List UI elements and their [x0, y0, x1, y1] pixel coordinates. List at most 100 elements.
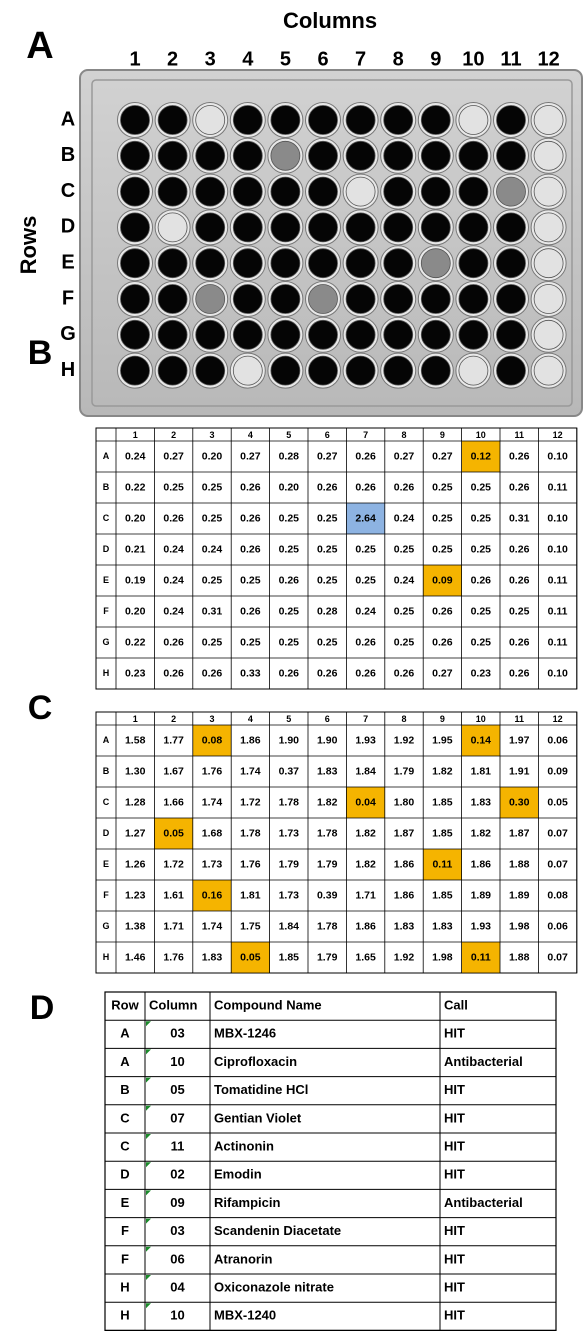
row-label: G	[60, 323, 76, 345]
well	[421, 249, 450, 278]
cell: 1.27	[125, 827, 146, 839]
table-cell: HIT	[444, 1026, 465, 1041]
well	[196, 141, 225, 170]
table-header: Call	[444, 998, 468, 1013]
cell: 0.26	[317, 667, 338, 679]
column-header: 4	[248, 430, 253, 440]
well	[497, 177, 526, 206]
row-header: D	[103, 544, 110, 554]
cell: 0.20	[125, 512, 146, 524]
column-header: 5	[286, 430, 291, 440]
cell: 1.98	[432, 951, 453, 963]
table-cell: 09	[170, 1195, 184, 1210]
cell: 1.73	[279, 889, 300, 901]
cell: 1.93	[355, 734, 376, 746]
well	[421, 213, 450, 242]
column-label: 10	[462, 48, 484, 70]
row-label: C	[61, 180, 75, 202]
row-header: C	[103, 513, 110, 523]
cell: 0.26	[317, 481, 338, 493]
column-header: 12	[553, 430, 563, 440]
cell: 1.72	[240, 796, 261, 808]
cell: 0.26	[509, 481, 530, 493]
well	[384, 213, 413, 242]
row-header: B	[103, 766, 110, 776]
cell: 0.26	[240, 605, 261, 617]
row-header: C	[103, 797, 110, 807]
cell: 0.26	[240, 512, 261, 524]
table-cell: HIT	[444, 1251, 465, 1266]
column-label: 8	[393, 48, 404, 70]
cell: 1.30	[125, 765, 146, 777]
cell: 1.92	[394, 734, 415, 746]
cell: 2.64	[355, 512, 376, 524]
cell: 0.26	[509, 667, 530, 679]
column-label: 9	[430, 48, 441, 70]
column-label: 5	[280, 48, 291, 70]
well	[233, 141, 262, 170]
row-label: B	[61, 144, 75, 166]
cell: 1.78	[317, 827, 338, 839]
well	[459, 249, 488, 278]
cell: 0.14	[471, 734, 492, 746]
column-label: 4	[242, 48, 254, 70]
cell: 1.82	[355, 827, 376, 839]
well	[271, 141, 300, 170]
well	[346, 320, 375, 349]
table-cell: HIT	[444, 1167, 465, 1182]
well	[459, 213, 488, 242]
table-cell: HIT	[444, 1110, 465, 1125]
cell: 1.67	[163, 765, 184, 777]
cell: 0.26	[355, 636, 376, 648]
panel-label: D	[30, 989, 55, 1027]
cell: 1.85	[432, 827, 453, 839]
well	[534, 106, 563, 135]
cell: 0.26	[279, 574, 300, 586]
well	[196, 285, 225, 314]
cell: 1.88	[509, 858, 530, 870]
cell: 1.85	[279, 951, 300, 963]
table-cell: Scandenin Diacetate	[214, 1223, 341, 1238]
well	[346, 213, 375, 242]
cell: 0.31	[509, 512, 530, 524]
cell: 0.25	[279, 605, 300, 617]
table-cell: C	[120, 1110, 130, 1125]
cell: 0.37	[279, 765, 300, 777]
well	[421, 285, 450, 314]
cell: 1.79	[279, 858, 300, 870]
cell: 0.25	[279, 543, 300, 555]
well	[421, 320, 450, 349]
well	[121, 141, 150, 170]
cell: 0.27	[240, 450, 261, 462]
well	[384, 285, 413, 314]
cell: 1.26	[125, 858, 146, 870]
well	[534, 213, 563, 242]
well	[534, 320, 563, 349]
cell: 0.26	[163, 636, 184, 648]
cell: 0.26	[355, 450, 376, 462]
well	[158, 141, 187, 170]
table-cell: Ciprofloxacin	[214, 1054, 297, 1069]
well	[459, 320, 488, 349]
cell: 1.83	[471, 796, 492, 808]
cell: 1.89	[509, 889, 530, 901]
table-cell: A	[120, 1054, 130, 1069]
cell: 0.21	[125, 543, 146, 555]
column-header: 2	[171, 714, 176, 724]
column-header: 12	[553, 714, 563, 724]
well	[384, 106, 413, 135]
cell: 1.81	[471, 765, 492, 777]
cell: 1.68	[202, 827, 223, 839]
cell: 0.26	[432, 636, 453, 648]
cell: 0.26	[509, 450, 530, 462]
cell: 1.77	[163, 734, 184, 746]
cell: 0.26	[394, 667, 415, 679]
well	[158, 356, 187, 385]
cell: 0.27	[432, 450, 453, 462]
well	[309, 285, 338, 314]
cell: 0.09	[432, 574, 453, 586]
cell: 0.11	[432, 858, 452, 870]
well	[421, 141, 450, 170]
well	[196, 213, 225, 242]
well	[233, 285, 262, 314]
